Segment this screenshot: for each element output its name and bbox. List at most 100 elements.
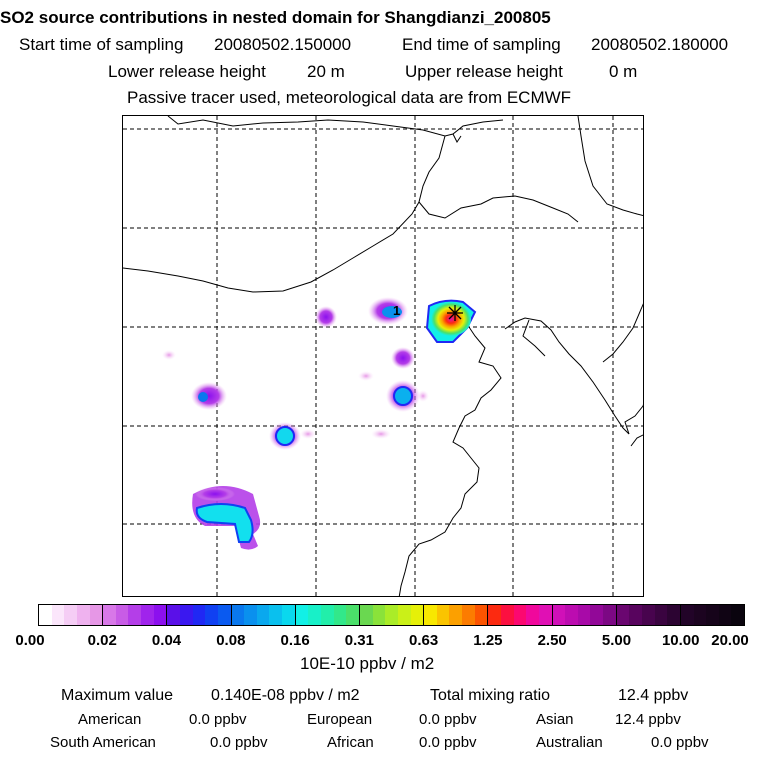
- region-name: Australian: [536, 734, 603, 751]
- region-value: 0.0 ppbv: [651, 734, 709, 751]
- total-mixing-value: 12.4 ppbv: [618, 687, 689, 704]
- plume-spot-c: [191, 382, 227, 410]
- colorbar-segment: [295, 605, 360, 625]
- colorbar-swatch: [115, 605, 129, 625]
- plume-faint-2: [162, 350, 176, 360]
- colorbar-segment: [103, 605, 168, 625]
- plume-faint-4: [300, 429, 316, 439]
- plume-hot-core: [431, 302, 471, 336]
- colorbar-tick-label: 10.00: [661, 632, 700, 649]
- lower-release-label: Lower release height: [108, 62, 266, 81]
- region-name: South American: [50, 734, 156, 751]
- colorbar-swatch: [282, 605, 295, 625]
- info-line: Passive tracer used, meteorological data…: [127, 88, 572, 107]
- colorbar-swatch: [153, 605, 167, 625]
- colorbar-swatch: [205, 605, 218, 625]
- plume-sw-top: [195, 487, 235, 501]
- colorbar-segment: [167, 605, 232, 625]
- colorbar-swatch: [641, 605, 655, 625]
- colorbar-tick-label: 20.00: [711, 632, 749, 649]
- colorbar-swatch: [128, 605, 142, 625]
- colorbar-swatch: [616, 605, 630, 625]
- colorbar-segment: [39, 605, 104, 625]
- start-time-value: 20080502.150000: [214, 35, 352, 54]
- colorbar-swatch: [513, 605, 527, 625]
- total-mixing-label: Total mixing ratio: [430, 687, 551, 704]
- colorbar-swatch: [436, 605, 450, 625]
- end-time-label: End time of sampling: [402, 35, 561, 54]
- colorbar-swatch: [295, 605, 309, 625]
- colorbar-tick-label: 2.50: [537, 632, 567, 649]
- colorbar-swatch: [500, 605, 514, 625]
- plume-faint-1: [358, 371, 374, 381]
- plume-spot-b: [391, 347, 415, 369]
- plume-faint-5: [417, 390, 429, 402]
- colorbar-swatch: [410, 605, 424, 625]
- colorbar-swatch: [167, 605, 181, 625]
- colorbar-swatch: [731, 605, 745, 625]
- colorbar-tick-label: 0.00: [15, 632, 45, 649]
- colorbar-tick-label: 0.08: [216, 632, 246, 649]
- colorbar-tick-label: 0.16: [280, 632, 310, 649]
- colorbar-swatch: [372, 605, 386, 625]
- max-value: 0.140E-08 ppbv / m2: [211, 687, 360, 704]
- colorbar-swatch: [526, 605, 539, 625]
- colorbar-swatch: [308, 605, 322, 625]
- colorbar-tick-label: 0.31: [344, 632, 374, 649]
- colorbar-segment: [359, 605, 425, 625]
- colorbar-swatch: [244, 605, 257, 625]
- start-time-label: Start time of sampling: [19, 35, 184, 54]
- colorbar-swatch: [321, 605, 334, 625]
- colorbar-swatch: [693, 605, 707, 625]
- colorbar-swatch: [449, 605, 463, 625]
- colorbar-tick-label: 1.25: [473, 632, 503, 649]
- colorbar-swatch: [462, 605, 475, 625]
- colorbar-swatch: [565, 605, 578, 625]
- region-value: 0.0 ppbv: [189, 711, 247, 728]
- colorbar-swatch: [680, 605, 694, 625]
- coastlines-borders: [123, 116, 643, 596]
- colorbar-swatch: [256, 605, 270, 625]
- colorbar-swatch: [76, 605, 90, 625]
- marker-label: 1: [393, 303, 400, 318]
- plume-faint-3: [371, 429, 391, 439]
- colorbar-segment: [488, 605, 553, 625]
- colorbar-swatch: [39, 605, 52, 625]
- lower-release-value: 20 m: [307, 62, 345, 81]
- colorbar-swatch: [577, 605, 591, 625]
- concentration-field: [162, 297, 477, 550]
- region-value: 0.0 ppbv: [419, 711, 477, 728]
- upper-release-label: Upper release height: [405, 62, 563, 81]
- colorbar-tick-label: 5.00: [601, 632, 632, 649]
- grid-lines: [123, 116, 643, 596]
- colorbar-swatch: [141, 605, 154, 625]
- colorbar-tick-label: 0.02: [87, 632, 117, 649]
- plume-core-e: [275, 426, 295, 446]
- region-value: 0.0 ppbv: [210, 734, 268, 751]
- colorbar-segment: [552, 605, 617, 625]
- colorbar-swatch: [89, 605, 103, 625]
- region-value: 0.0 ppbv: [419, 734, 477, 751]
- end-time-value: 20080502.180000: [591, 35, 729, 54]
- colorbar-swatch: [346, 605, 359, 625]
- colorbar-swatch: [64, 605, 77, 625]
- colorbar-segment: [616, 605, 681, 625]
- colorbar-swatch: [359, 605, 373, 625]
- colorbar-swatch: [269, 605, 283, 625]
- region-name: African: [327, 734, 374, 751]
- plume-sw-core: [195, 503, 254, 543]
- colorbar-swatch: [654, 605, 668, 625]
- colorbar-swatch: [538, 605, 552, 625]
- colorbar-swatch: [474, 605, 488, 625]
- max-value-label: Maximum value: [61, 687, 174, 704]
- plume-core-f: [382, 306, 402, 318]
- colorbar-unit: 10E-10 ppbv / m2: [300, 654, 435, 673]
- region-name: Asian: [536, 711, 574, 728]
- map-canvas: 1: [123, 116, 643, 596]
- receptor-asterisk-icon: [447, 305, 463, 321]
- colorbar-segment: [424, 605, 489, 625]
- plume-core-d: [393, 386, 413, 406]
- colorbar-swatch: [488, 605, 501, 625]
- plume-spot-a: [315, 306, 337, 328]
- colorbar-tick-label: 0.04: [151, 632, 182, 649]
